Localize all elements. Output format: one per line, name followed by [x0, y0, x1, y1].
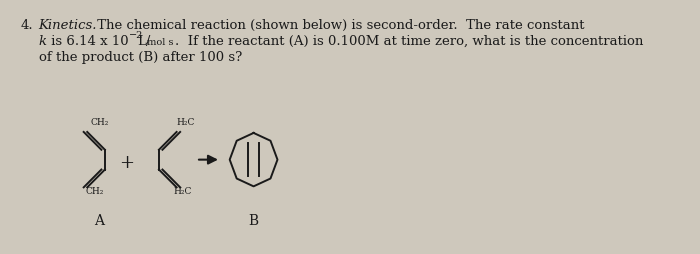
Text: of the product (B) after 100 s?: of the product (B) after 100 s? — [38, 51, 242, 64]
Text: +: + — [119, 154, 134, 172]
Text: k: k — [38, 35, 47, 48]
Text: A: A — [94, 214, 104, 228]
Text: Kinetics.: Kinetics. — [38, 19, 97, 32]
Text: H₂C: H₂C — [173, 187, 191, 196]
Text: The chemical reaction (shown below) is second-order.  The rate constant: The chemical reaction (shown below) is s… — [92, 19, 584, 32]
Text: B: B — [248, 214, 259, 228]
Text: is 6.14 x 10: is 6.14 x 10 — [46, 35, 128, 48]
Text: mol s: mol s — [148, 38, 174, 47]
Text: CH₂: CH₂ — [91, 118, 109, 127]
Text: 4.: 4. — [21, 19, 34, 32]
Text: .  If the reactant (A) is 0.100M at time zero, what is the concentration: . If the reactant (A) is 0.100M at time … — [175, 35, 643, 48]
Text: CH₂: CH₂ — [85, 187, 104, 196]
Text: H₂C: H₂C — [176, 118, 195, 127]
Text: −2: −2 — [129, 31, 144, 40]
Text: L/: L/ — [136, 35, 150, 48]
